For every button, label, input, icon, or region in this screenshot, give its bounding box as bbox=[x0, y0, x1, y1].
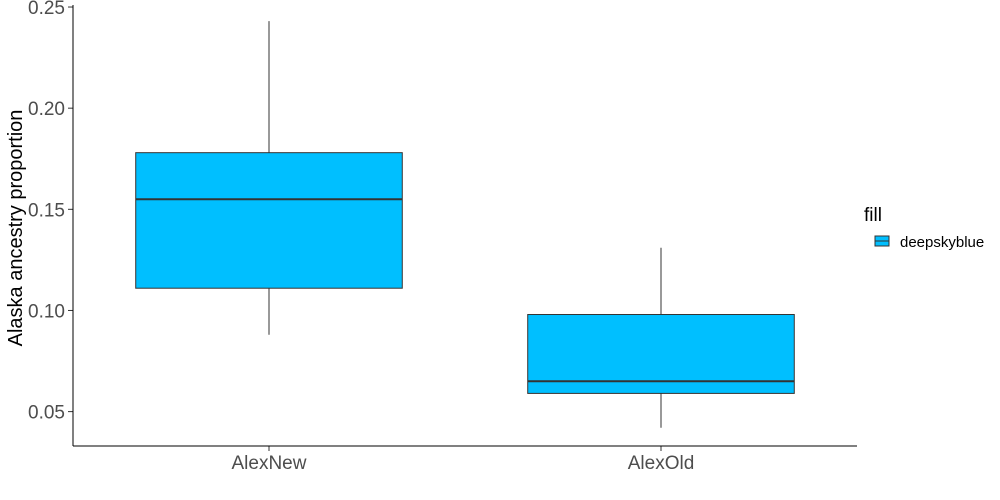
box-alexold bbox=[527, 247, 795, 428]
legend-entry-label: deepskyblue bbox=[900, 234, 984, 251]
y-tick-label: 0.10 bbox=[28, 301, 65, 322]
legend-title: fill bbox=[864, 205, 882, 226]
y-tick-label: 0.20 bbox=[28, 99, 65, 120]
legend-key bbox=[874, 235, 890, 247]
y-axis-title: Alaska ancestry proportion bbox=[5, 110, 27, 347]
y-tick-label: 0.15 bbox=[28, 200, 65, 221]
x-tick-label: AlexNew bbox=[232, 453, 307, 474]
y-axis-ticks: 0.05 0.10 0.15 0.20 0.25 bbox=[28, 0, 73, 424]
box-alexnew bbox=[135, 21, 403, 335]
y-tick-label: 0.25 bbox=[28, 0, 65, 19]
y-tick-label: 0.05 bbox=[28, 403, 65, 424]
boxes-layer bbox=[135, 21, 795, 428]
x-axis-ticks: AlexNew AlexOld bbox=[232, 446, 695, 474]
legend: fill deepskyblue bbox=[864, 205, 984, 251]
x-tick-label: AlexOld bbox=[628, 453, 695, 474]
box-iqr bbox=[135, 152, 403, 289]
box-iqr bbox=[527, 314, 795, 394]
